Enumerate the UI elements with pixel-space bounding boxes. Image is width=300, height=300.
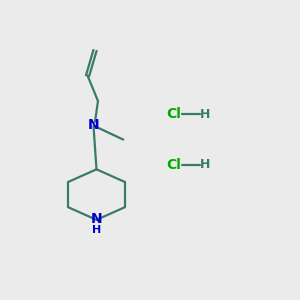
Text: H: H [92,225,101,235]
Text: Cl: Cl [166,107,181,121]
Text: H: H [200,158,210,171]
Text: H: H [200,108,210,121]
Text: N: N [91,212,102,226]
Text: N: N [88,118,99,132]
Text: Cl: Cl [166,158,181,172]
